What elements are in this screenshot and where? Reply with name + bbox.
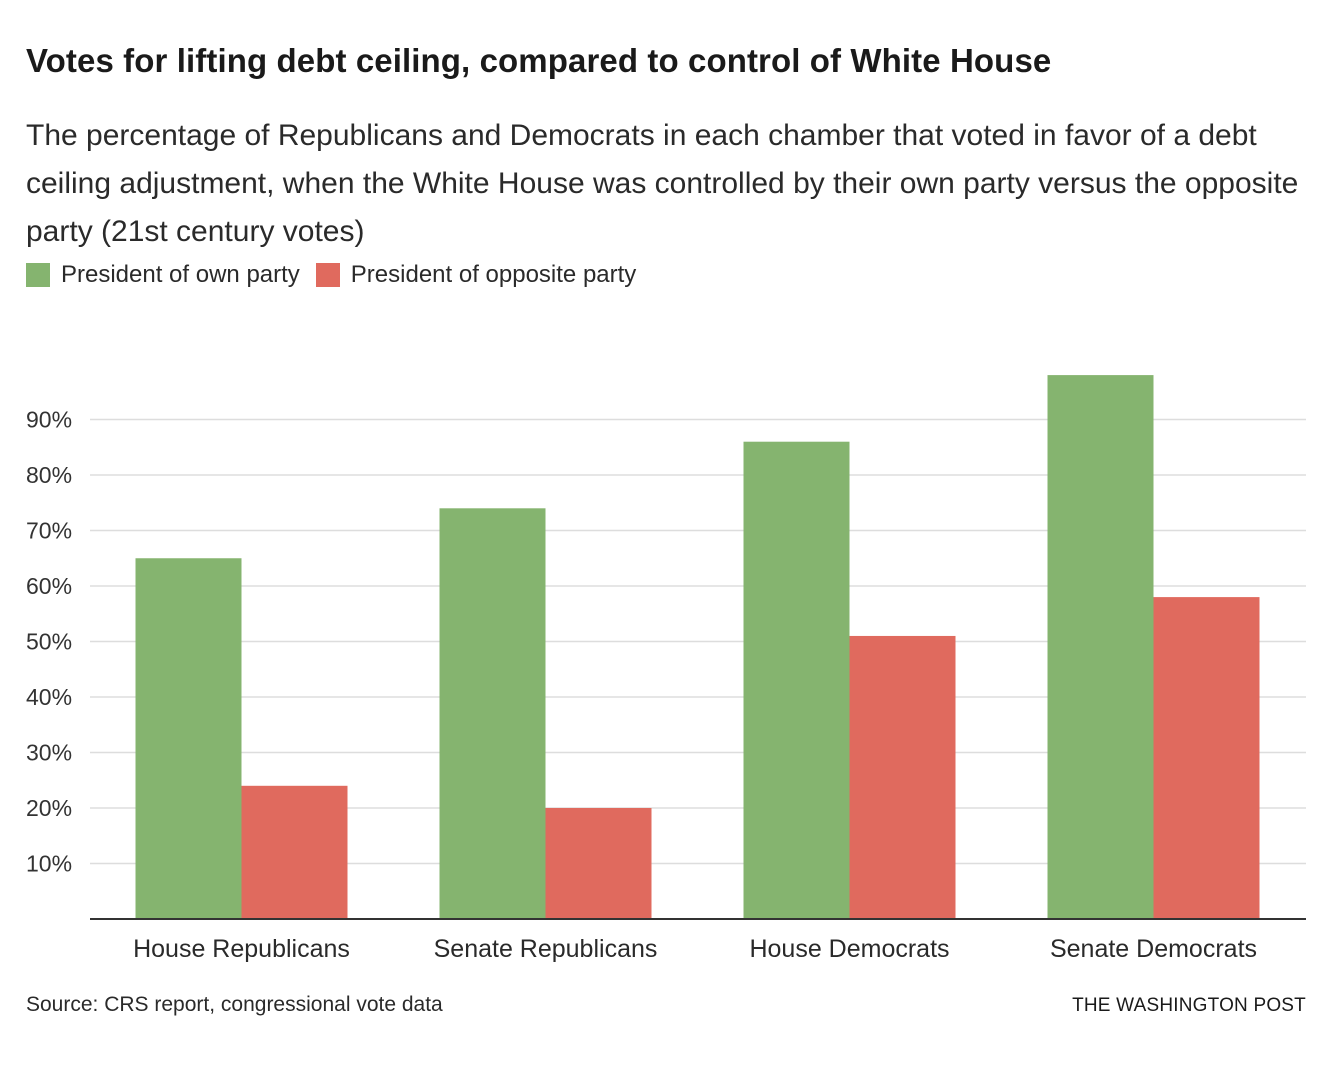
bar-own-party-3 <box>1047 375 1154 920</box>
publisher-credit: THE WASHINGTON POST <box>1072 995 1306 1016</box>
y-tick-label: 40% <box>26 684 72 710</box>
bar-opposite-party-3 <box>1153 597 1260 919</box>
x-category-label: Senate Republicans <box>434 935 658 963</box>
chart-subtitle: The percentage of Republicans and Democr… <box>26 119 1299 248</box>
legend-swatch-own-party <box>26 263 50 287</box>
bar-own-party-0 <box>135 558 242 919</box>
x-category-label: House Democrats <box>749 935 949 963</box>
y-tick-label: 60% <box>26 573 72 599</box>
legend-swatch-opposite-party <box>315 263 340 287</box>
y-tick-label: 20% <box>26 795 72 821</box>
x-category-label: Senate Democrats <box>1050 935 1257 963</box>
bar-opposite-party-0 <box>241 785 348 919</box>
bar-opposite-party-2 <box>849 635 956 919</box>
legend-label-opposite-party: President of opposite party <box>350 261 637 288</box>
bar-opposite-party-1 <box>545 808 652 919</box>
source-note: Source: CRS report, congressional vote d… <box>26 993 443 1016</box>
y-tick-label: 80% <box>26 462 72 488</box>
y-tick-label: 30% <box>26 740 72 766</box>
y-tick-label: 10% <box>26 851 72 877</box>
chart-legend: President of own party President of oppo… <box>26 260 652 290</box>
chart-title: Votes for lifting debt ceiling, compared… <box>26 42 1052 79</box>
y-tick-label: 50% <box>26 629 72 655</box>
legend-item-opposite-party: President of opposite party <box>315 261 637 289</box>
legend-label-own-party: President of own party <box>61 261 300 288</box>
legend-item-own-party: President of own party <box>26 261 300 289</box>
bar-own-party-2 <box>743 441 850 919</box>
x-category-label: House Republicans <box>133 935 350 963</box>
y-tick-label: 90% <box>26 407 72 433</box>
bar-own-party-1 <box>439 508 546 919</box>
y-tick-label: 70% <box>26 518 72 544</box>
